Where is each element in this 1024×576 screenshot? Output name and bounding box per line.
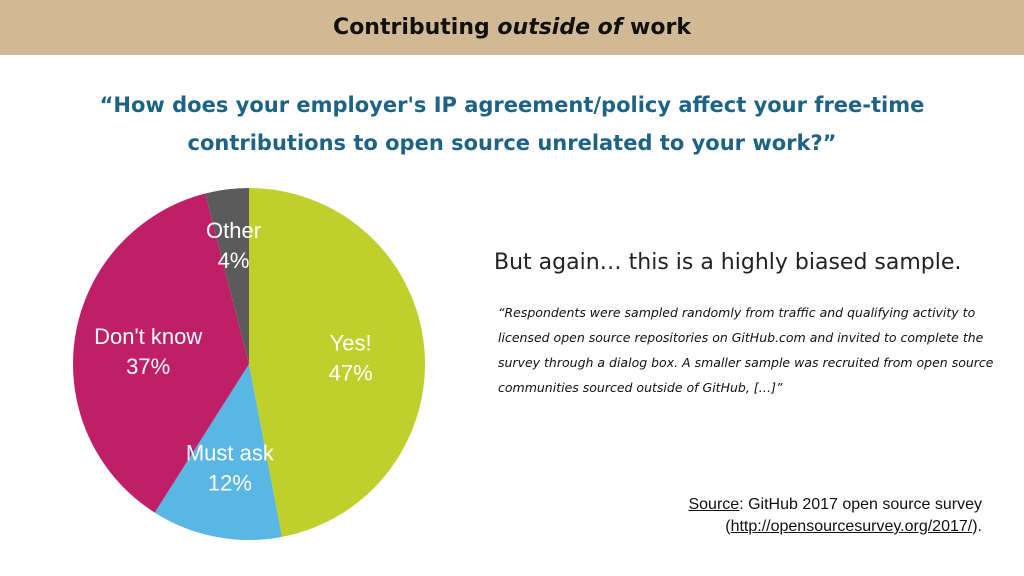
source-label: Source: [688, 496, 740, 513]
pie-slice-don-t-know: [73, 193, 249, 513]
source-link[interactable]: http://opensourcesurvey.org/2017/: [730, 518, 973, 535]
pie-slices: [73, 188, 426, 541]
pie-labels: Yes! 47% Must ask 12% Don't know 37%Other 4%: [94, 218, 373, 496]
pie-label-don-t-know: Don't know 37%: [94, 324, 202, 379]
source-link-line: (http://opensourcesurvey.org/2017/).: [725, 518, 982, 535]
source-line: Source: GitHub 2017 open source survey: [688, 494, 982, 516]
survey-question: “How does your employer's IP agreement/p…: [99, 93, 925, 155]
pie-slice-yes: [249, 188, 426, 537]
source-text: : GitHub 2017 open source survey: [739, 496, 982, 513]
methodology-quote: “Respondents were sampled randomly from …: [498, 305, 994, 395]
page-title: Contributing outside of work: [333, 15, 691, 40]
pie-label-other: Other 4%: [206, 218, 261, 273]
pie-label-yes: Yes! 47%: [329, 330, 373, 385]
pie-label-must-ask: Must ask 12%: [186, 440, 275, 495]
title-bar: Contributing outside of work: [0, 0, 1024, 55]
pie-slice-other: [205, 188, 249, 364]
pie-slice-must-ask: [154, 364, 282, 541]
bias-headline: But again… this is a highly biased sampl…: [494, 250, 962, 275]
source-citation: Source: GitHub 2017 open source survey (…: [688, 494, 982, 538]
